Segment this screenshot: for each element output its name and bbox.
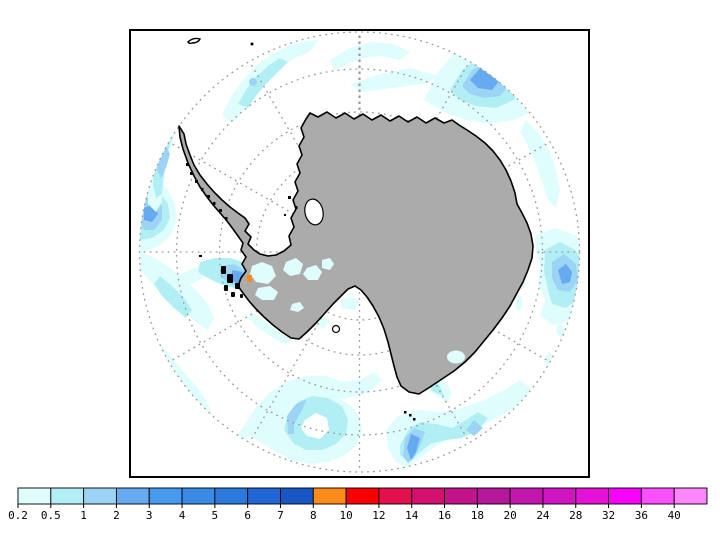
colorbar-tick-label: 3 — [146, 509, 153, 522]
precip-band — [238, 58, 288, 108]
precip-band — [154, 276, 192, 318]
colorbar-segment — [608, 487, 642, 505]
colorbar-segment — [247, 487, 281, 505]
small-island — [201, 188, 204, 191]
colorbar-segment — [444, 487, 478, 505]
colorbar-segment — [214, 487, 249, 505]
small-island — [213, 202, 216, 205]
colorbar-tick-label: 0.2 — [8, 509, 28, 522]
colorbar-tick-label: 28 — [569, 509, 582, 522]
precip-patch-on-land — [250, 262, 276, 284]
hotspot-pixel — [247, 275, 252, 282]
colorbar-tick-label: 16 — [438, 509, 451, 522]
cyclone-eye — [301, 413, 329, 439]
colorbar-segment — [640, 487, 675, 505]
balleny-island — [404, 411, 407, 414]
colorbar: 0.2 0.5 1 2 3 4 5 6 7 8 10 12 14 16 18 20 24 28 32 36 40 — [8, 487, 708, 522]
antarctica-landmass — [178, 111, 534, 395]
weddell-islet — [284, 214, 286, 216]
precip-patch-on-land — [447, 350, 465, 364]
south-georgia-island — [187, 37, 202, 45]
precip-core — [249, 78, 257, 86]
colorbar-segment — [542, 487, 577, 505]
precip-band — [330, 42, 410, 70]
small-island — [250, 42, 254, 46]
colorbar-segment — [345, 487, 380, 505]
colorbar-tick-label: 2 — [113, 509, 120, 522]
small-island — [219, 209, 222, 212]
island-group — [186, 37, 416, 421]
colorbar-tick-label: 40 — [668, 509, 681, 522]
colorbar-segment — [181, 487, 216, 505]
precip-patch-on-land — [255, 286, 278, 300]
precip-patch-on-land — [303, 265, 322, 280]
colorbar-segment — [378, 487, 413, 505]
colorbar-tick-label: 18 — [471, 509, 484, 522]
small-island — [190, 172, 193, 175]
colorbar-tick-label: 4 — [179, 509, 186, 522]
island-cluster — [231, 292, 235, 297]
colorbar-tick-label: 7 — [277, 509, 284, 522]
precip-sliver — [515, 295, 523, 311]
colorbar-segment — [17, 487, 52, 505]
colorbar-tick-label: 0.5 — [41, 509, 61, 522]
colorbar-tick-label: 12 — [372, 509, 385, 522]
colorbar-tick-label: 1 — [80, 509, 87, 522]
colorbar-segment — [50, 487, 85, 505]
colorbar-tick-label: 10 — [339, 509, 352, 522]
small-island — [195, 180, 198, 183]
precip-band — [520, 120, 560, 208]
colorbar-segment — [280, 487, 314, 505]
precip-core — [407, 434, 420, 460]
colorbar-tick-label: 5 — [212, 509, 219, 522]
precip-core — [287, 399, 307, 434]
small-island — [186, 163, 189, 166]
colorbar-segment — [312, 487, 347, 505]
precip-core — [157, 146, 170, 178]
island-cluster — [221, 266, 226, 274]
ice-shelf-lagoon — [304, 198, 324, 226]
precip-patch — [340, 296, 360, 310]
island-cluster — [235, 283, 240, 289]
colorbar-segment — [83, 487, 117, 505]
precip-patch-on-land — [283, 258, 303, 276]
colorbar-segment — [148, 487, 183, 505]
precip-patch-on-land — [290, 302, 304, 312]
island-cluster — [227, 274, 233, 283]
colorbar-tick-label: 24 — [536, 509, 550, 522]
colorbar-segment — [411, 487, 445, 505]
colorbar-segment — [673, 487, 708, 505]
weddell-islet — [288, 196, 291, 199]
precip-band — [350, 68, 440, 92]
colorbar-segment — [509, 487, 544, 505]
weddell-islet — [295, 206, 298, 209]
precip-patch — [248, 312, 292, 344]
island-cluster — [224, 285, 228, 291]
colorbar-segment — [476, 487, 511, 505]
small-island — [207, 195, 210, 198]
colorbar-tick-label: 32 — [602, 509, 615, 522]
ross-island — [331, 324, 341, 334]
colorbar-tick-label: 8 — [310, 509, 317, 522]
colorbar-tick-label: 20 — [504, 509, 517, 522]
colorbar-tick-label: 36 — [635, 509, 648, 522]
map-area — [130, 30, 589, 477]
small-island — [199, 255, 202, 257]
balleny-island — [413, 418, 416, 421]
colorbar-segment — [575, 487, 610, 505]
colorbar-segment — [115, 487, 150, 505]
precip-core — [558, 264, 572, 284]
precip-core — [466, 420, 483, 436]
balleny-island — [409, 414, 412, 417]
plot-frame — [129, 29, 590, 478]
island-cluster — [240, 294, 243, 298]
precip-patch-on-land — [322, 258, 334, 270]
small-island — [225, 217, 228, 220]
colorbar-tick-label: 14 — [405, 509, 419, 522]
colorbar-tick-label: 6 — [244, 509, 251, 522]
